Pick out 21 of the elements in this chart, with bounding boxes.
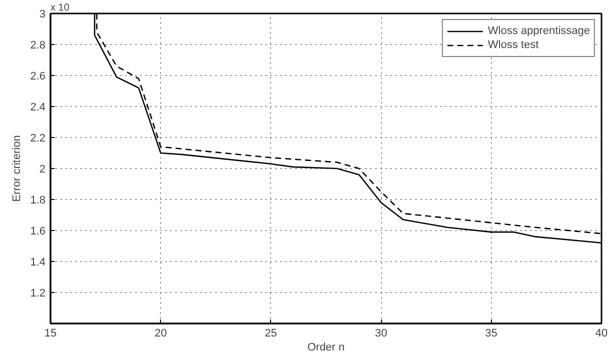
y-tick-label: 2 <box>39 164 46 176</box>
y-tick-label: 3 <box>39 8 46 20</box>
y-tick-label: 2.8 <box>30 40 46 52</box>
legend-label: Wloss apprentissage <box>488 24 590 38</box>
y-tick-label: 1.8 <box>30 194 46 206</box>
legend-label: Wloss test <box>488 38 539 52</box>
x-tick-label: 20 <box>154 328 167 340</box>
x-tick-label: 15 <box>44 328 57 340</box>
y-axis-title: Error criterion <box>11 135 24 202</box>
y-tick-label: 1.2 <box>30 288 46 300</box>
y-tick-label: 2.2 <box>30 132 46 144</box>
annotation: x 10 <box>50 2 70 14</box>
y-tick-label: 1.6 <box>30 226 46 238</box>
y-tick-label: 2.6 <box>30 70 46 82</box>
x-tick-label: 40 <box>595 328 608 340</box>
x-tick-label: 25 <box>264 328 278 340</box>
y-tick-label: 2.4 <box>30 102 46 114</box>
x-axis-title: Order n <box>307 342 345 354</box>
x-tick-label: 35 <box>485 328 498 340</box>
x-tick-label: 30 <box>374 328 388 340</box>
y-tick-label: 1.4 <box>30 256 46 268</box>
